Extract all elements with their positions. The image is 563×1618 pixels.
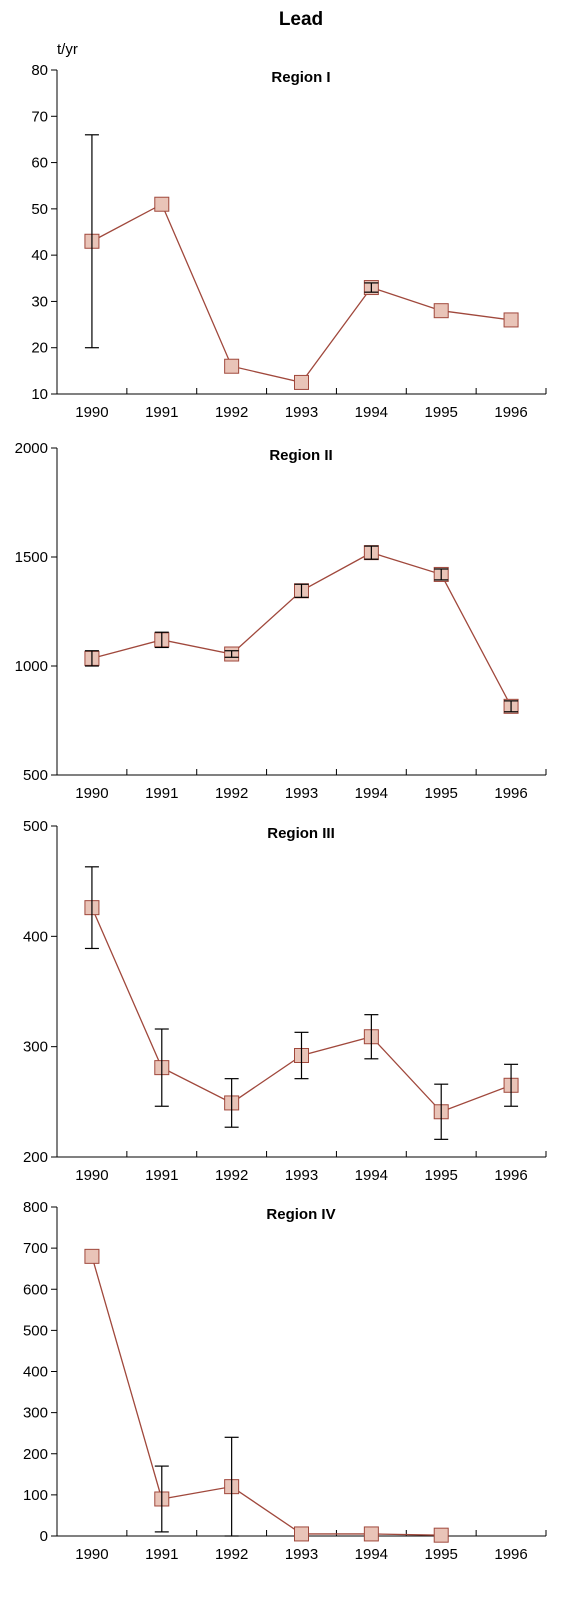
y-tick-label: 300 xyxy=(23,1405,48,1422)
y-tick-label: 2000 xyxy=(15,440,48,457)
series-line xyxy=(91,203,512,384)
error-bar xyxy=(364,1014,379,1060)
data-point xyxy=(363,1526,379,1542)
x-tick-label: 1991 xyxy=(145,1167,178,1184)
error-bar xyxy=(294,1031,309,1080)
y-tick-label: 80 xyxy=(31,62,48,79)
x-tick-label: 1992 xyxy=(215,785,248,802)
x-tick-label: 1994 xyxy=(355,785,388,802)
x-tick-label: 1996 xyxy=(494,785,527,802)
y-tick-label: 500 xyxy=(23,1322,48,1339)
y-tick-label: 1500 xyxy=(15,549,48,566)
x-tick-label: 1990 xyxy=(75,1167,108,1184)
y-tick-label: 100 xyxy=(23,1487,48,1504)
error-bar xyxy=(504,700,519,713)
x-tick-label: 1992 xyxy=(215,1546,248,1563)
y-tick-label: 300 xyxy=(23,1039,48,1056)
y-tick-label: 500 xyxy=(23,818,48,835)
x-tick-label: 1991 xyxy=(145,1546,178,1563)
series-line xyxy=(91,907,512,1113)
x-tick-label: 1993 xyxy=(285,785,318,802)
error-bar xyxy=(84,866,99,950)
y-unit-label: t/yr xyxy=(57,41,78,58)
error-bar xyxy=(154,1465,169,1533)
x-tick-label: 1994 xyxy=(355,404,388,421)
y-tick-label: 700 xyxy=(23,1240,48,1257)
x-tick-label: 1990 xyxy=(75,1546,108,1563)
panel-4: 0 100 200 300 400 500 600 700 800 1990 1991 1992 199… xyxy=(23,1199,547,1563)
panel-title: Region IV xyxy=(266,1206,335,1223)
x-tick-label: 1991 xyxy=(145,785,178,802)
y-tick-label: 30 xyxy=(31,293,48,310)
panel-title: Region I xyxy=(271,69,330,86)
x-tick-label: 1996 xyxy=(494,1546,527,1563)
error-bar xyxy=(434,1083,449,1140)
panel-1: 10 20 30 40 50 60 70 80 1990 1991 1992 1993 1994 1995… xyxy=(31,62,547,421)
panel-2: 500 1000 1500 2000 1990 1991 1992 1993 1994 1995 1… xyxy=(15,440,547,802)
error-bar xyxy=(224,1436,239,1537)
data-point xyxy=(154,196,170,212)
error-bar xyxy=(84,650,99,667)
x-tick-label: 1995 xyxy=(425,785,458,802)
y-tick-label: 200 xyxy=(23,1149,48,1166)
y-tick-label: 500 xyxy=(23,767,48,784)
y-tick-label: 70 xyxy=(31,108,48,125)
error-bar xyxy=(154,631,169,649)
x-tick-label: 1996 xyxy=(494,1167,527,1184)
data-point xyxy=(224,358,240,374)
y-tick-label: 20 xyxy=(31,340,48,357)
panel-title: Region II xyxy=(269,447,332,464)
y-tick-label: 0 xyxy=(40,1528,48,1545)
y-tick-label: 40 xyxy=(31,247,48,264)
y-tick-label: 800 xyxy=(23,1199,48,1216)
x-tick-label: 1992 xyxy=(215,1167,248,1184)
x-tick-label: 1995 xyxy=(425,1546,458,1563)
error-bar xyxy=(364,545,379,560)
x-tick-label: 1992 xyxy=(215,404,248,421)
data-point xyxy=(503,312,519,328)
x-tick-label: 1994 xyxy=(355,1167,388,1184)
panel-3: 200 300 400 500 1990 1991 1992 1993 1994 1995 1996… xyxy=(23,818,547,1184)
y-tick-label: 50 xyxy=(31,201,48,218)
x-tick-label: 1994 xyxy=(355,1546,388,1563)
x-tick-label: 1991 xyxy=(145,404,178,421)
error-bar xyxy=(504,1063,519,1107)
data-point xyxy=(84,1248,100,1264)
error-bar xyxy=(84,134,99,349)
data-point xyxy=(294,1526,309,1542)
error-bar xyxy=(224,1078,239,1128)
error-bar xyxy=(224,650,239,658)
y-tick-label: 1000 xyxy=(15,658,48,675)
panel-title: Region III xyxy=(267,825,335,842)
x-tick-label: 1993 xyxy=(285,1167,318,1184)
y-tick-label: 10 xyxy=(31,386,48,403)
error-bar xyxy=(294,583,309,598)
figure-title: Lead xyxy=(279,9,323,30)
y-tick-label: 60 xyxy=(31,155,48,172)
x-tick-label: 1993 xyxy=(285,1546,318,1563)
error-bar xyxy=(364,282,379,293)
x-tick-label: 1990 xyxy=(75,785,108,802)
data-point xyxy=(433,1527,449,1543)
data-point xyxy=(294,374,309,390)
y-tick-label: 400 xyxy=(23,1364,48,1381)
y-tick-label: 400 xyxy=(23,928,48,945)
x-tick-label: 1996 xyxy=(494,404,527,421)
x-tick-label: 1990 xyxy=(75,404,108,421)
y-tick-label: 600 xyxy=(23,1281,48,1298)
x-tick-label: 1995 xyxy=(425,404,458,421)
x-tick-label: 1993 xyxy=(285,404,318,421)
series-line xyxy=(91,1256,442,1536)
y-tick-label: 200 xyxy=(23,1446,48,1463)
error-bar xyxy=(154,1028,169,1107)
x-tick-label: 1995 xyxy=(425,1167,458,1184)
data-point xyxy=(433,303,449,319)
panels: 10 20 30 40 50 60 70 80 1990 1991 1992 1993 1994 1995… xyxy=(15,62,547,1563)
error-bar xyxy=(434,568,449,581)
